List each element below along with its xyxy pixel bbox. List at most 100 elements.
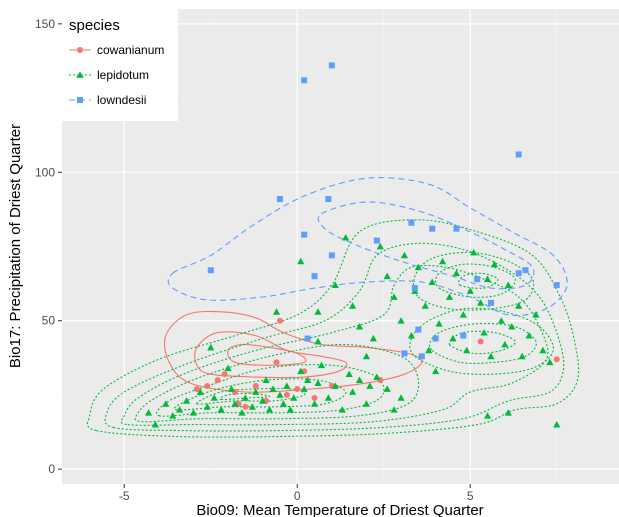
point-lowndesii (515, 270, 522, 277)
point-lepidotum (269, 385, 277, 392)
point-cowanianum (311, 394, 318, 401)
point-lepidotum (300, 385, 308, 392)
point-lepidotum (349, 388, 357, 395)
point-lepidotum (217, 406, 225, 413)
point-lowndesii (207, 267, 214, 274)
point-lepidotum (331, 382, 339, 389)
point-lepidotum (297, 257, 305, 265)
point-lepidotum (314, 337, 322, 345)
point-lepidotum (345, 370, 353, 378)
point-lepidotum (438, 257, 447, 265)
point-lowndesii (415, 326, 422, 333)
point-lepidotum (383, 385, 391, 392)
point-lepidotum (525, 331, 533, 339)
point-cowanianum (204, 383, 211, 390)
point-lowndesii (301, 231, 308, 238)
point-lepidotum (508, 323, 516, 330)
point-lepidotum (314, 379, 322, 386)
point-lepidotum (231, 400, 239, 407)
contour-lowndesii (167, 177, 568, 316)
point-lepidotum (355, 323, 364, 330)
point-lepidotum (452, 269, 460, 277)
x-tick-label: -5 (119, 489, 130, 503)
point-lepidotum (176, 406, 184, 413)
point-lepidotum (425, 346, 433, 354)
point-lepidotum (449, 334, 457, 342)
point-lepidotum (532, 311, 540, 318)
point-lepidotum (224, 364, 232, 372)
point-lepidotum (376, 242, 384, 250)
point-lepidotum (283, 382, 291, 389)
y-axis-title: Bio17: Precipitation of Driest Quarter (7, 124, 24, 368)
point-lepidotum (400, 251, 409, 259)
y-tick-label: 0 (48, 462, 55, 476)
point-lepidotum (241, 394, 249, 401)
legend-key-marker-lowndesii (77, 97, 83, 103)
point-lepidotum (518, 352, 526, 360)
x-axis-title: Bio09: Mean Temperature of Driest Quarte… (196, 502, 483, 517)
point-lepidotum (480, 328, 488, 336)
point-cowanianum (294, 386, 301, 392)
point-lepidotum (314, 308, 322, 315)
point-lepidotum (317, 361, 326, 369)
point-lepidotum (227, 385, 236, 392)
point-lepidotum (272, 308, 281, 315)
point-lowndesii (460, 332, 467, 339)
point-lepidotum (504, 409, 512, 416)
point-lepidotum (338, 406, 346, 413)
contour-lepidotum (155, 364, 385, 417)
x-tick-label: 5 (467, 489, 474, 503)
legend-key-marker-cowanianum (77, 47, 83, 53)
point-lepidotum (397, 317, 405, 324)
x-tick-label: 0 (294, 489, 301, 503)
point-lepidotum (487, 352, 495, 360)
point-lepidotum (366, 382, 374, 389)
point-lepidotum (203, 403, 211, 410)
point-lepidotum (238, 409, 246, 416)
point-lepidotum (162, 400, 170, 407)
point-lepidotum (144, 409, 153, 416)
point-lepidotum (355, 376, 364, 383)
point-lepidotum (331, 281, 339, 288)
point-lepidotum (390, 293, 398, 300)
point-lepidotum (210, 394, 218, 401)
point-lepidotum (182, 397, 191, 404)
point-lepidotum (207, 343, 215, 351)
point-lepidotum (304, 376, 312, 383)
point-lepidotum (466, 287, 474, 294)
legend-key-marker-lepidotum (76, 71, 84, 78)
y-tick-label: 100 (35, 165, 55, 179)
point-lepidotum (252, 388, 260, 395)
point-lowndesii (522, 267, 529, 274)
point-lepidotum (483, 275, 492, 283)
contour-lepidotum (435, 263, 516, 298)
legend-label-lowndesii: lowndesii (97, 93, 146, 107)
point-lepidotum (504, 281, 512, 288)
point-lepidotum (501, 340, 509, 348)
point-lepidotum (414, 263, 422, 271)
point-lepidotum (432, 367, 440, 375)
point-cowanianum (276, 317, 283, 324)
legend: species cowanianum lepidotum lowndesii (62, 9, 178, 121)
point-lowndesii (553, 282, 560, 289)
point-lepidotum (189, 409, 198, 416)
point-lepidotum (515, 302, 523, 309)
point-lepidotum (169, 412, 177, 419)
legend-title: species (69, 17, 120, 34)
point-cowanianum (283, 391, 290, 398)
point-lepidotum (265, 406, 274, 413)
point-lepidotum (421, 302, 429, 309)
point-lepidotum (276, 391, 284, 398)
point-lowndesii (325, 196, 332, 202)
point-lepidotum (497, 317, 505, 324)
point-cowanianum (193, 386, 200, 392)
point-lepidotum (279, 400, 288, 407)
point-cowanianum (221, 371, 228, 378)
point-lowndesii (408, 219, 415, 226)
point-cowanianum (553, 356, 560, 363)
legend-label-cowanianum: cowanianum (97, 43, 164, 57)
point-lowndesii (515, 151, 522, 158)
legend-label-lepidotum: lepidotum (97, 68, 149, 82)
